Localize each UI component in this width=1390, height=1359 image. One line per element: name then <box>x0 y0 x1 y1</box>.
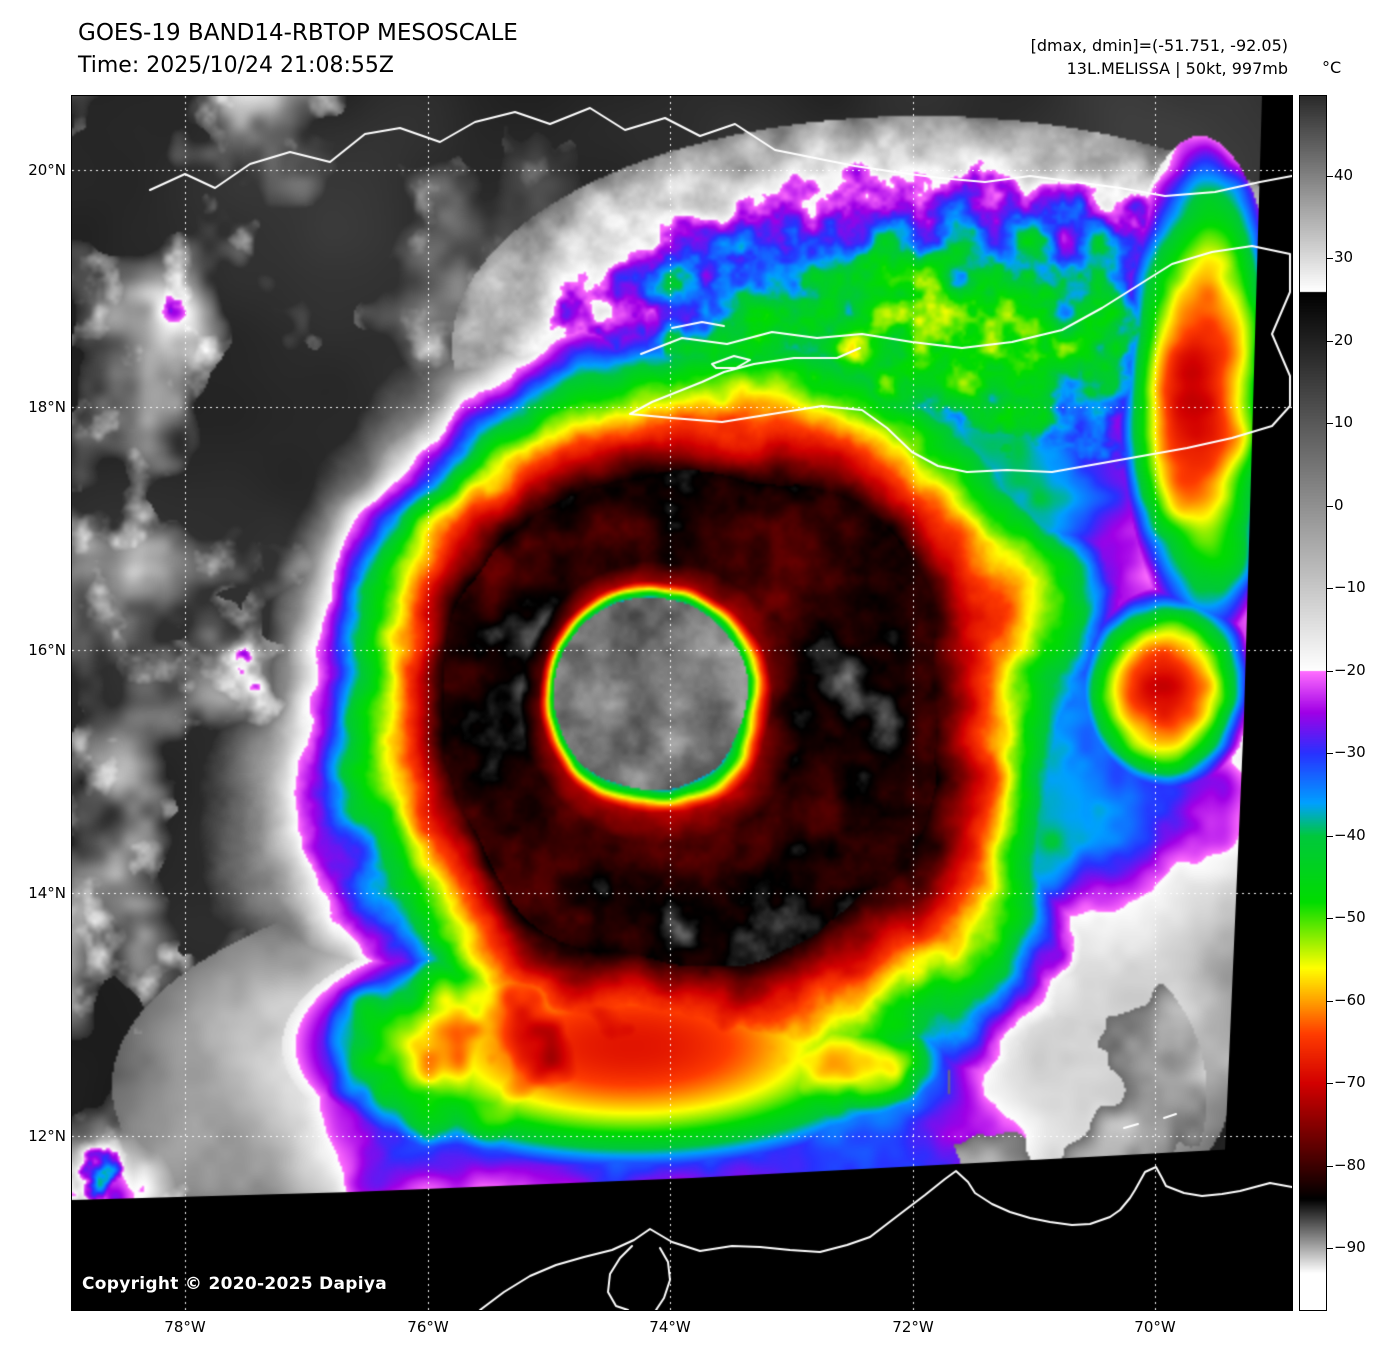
colorbar-tick-label: −30 <box>1334 743 1366 761</box>
storm-info: 13L.MELISSA | 50kt, 997mb <box>1066 59 1288 78</box>
colorbar-tick-label: −50 <box>1334 908 1366 926</box>
colorbar-tick-mark <box>1327 588 1333 589</box>
lon-label: 70°W <box>1134 1318 1176 1336</box>
colorbar-tick-mark <box>1327 1248 1333 1249</box>
colorbar-tick-label: −70 <box>1334 1073 1366 1091</box>
lon-label: 74°W <box>649 1318 691 1336</box>
colorbar-tick-mark <box>1327 1001 1333 1002</box>
colorbar-tick-mark <box>1327 671 1333 672</box>
colorbar-tick-mark <box>1327 1166 1333 1167</box>
lon-label: 78°W <box>164 1318 206 1336</box>
colorbar-tick-label: 20 <box>1334 331 1354 349</box>
lat-label: 12°N <box>28 1127 66 1145</box>
colorbar-tick-label: −20 <box>1334 661 1366 679</box>
colorbar-tick-mark <box>1327 176 1333 177</box>
colorbar-tick-label: −40 <box>1334 826 1366 844</box>
colorbar-tick-label: 10 <box>1334 413 1354 431</box>
colorbar-canvas <box>1299 95 1327 1311</box>
colorbar-tick-mark <box>1327 836 1333 837</box>
colorbar-tick-mark <box>1327 918 1333 919</box>
lat-label: 20°N <box>28 161 66 179</box>
lon-label: 72°W <box>892 1318 934 1336</box>
colorbar-tick-label: −10 <box>1334 578 1366 596</box>
colorbar-tick-mark <box>1327 1083 1333 1084</box>
colorbar-tick-label: −90 <box>1334 1238 1366 1256</box>
colorbar-unit-label: °C <box>1322 58 1342 77</box>
header-right: [dmax, dmin]=(-51.751, -92.05) 13L.MELIS… <box>0 34 1288 80</box>
colorbar-tick-label: 0 <box>1334 496 1344 514</box>
colorbar-tick-label: 40 <box>1334 166 1354 184</box>
page-title: GOES-19 BAND14-RBTOP MESOSCALE <box>78 20 518 46</box>
colorbar-tick-mark <box>1327 753 1333 754</box>
lon-label: 76°W <box>407 1318 449 1336</box>
lat-label: 16°N <box>28 641 66 659</box>
lat-label: 14°N <box>28 884 66 902</box>
timestamp: Time: 2025/10/24 21:08:55Z <box>78 53 394 78</box>
colorbar-tick-mark <box>1327 341 1333 342</box>
colorbar-tick-mark <box>1327 258 1333 259</box>
colorbar-tick-mark <box>1327 423 1333 424</box>
satellite-image-canvas <box>71 95 1293 1311</box>
dmax-dmin-readout: [dmax, dmin]=(-51.751, -92.05) <box>1030 36 1288 55</box>
colorbar-tick-label: −80 <box>1334 1156 1366 1174</box>
lat-label: 18°N <box>28 398 66 416</box>
colorbar-tick-label: 30 <box>1334 248 1354 266</box>
colorbar-tick-mark <box>1327 506 1333 507</box>
copyright: Copyright © 2020-2025 Dapiya <box>82 1274 387 1294</box>
colorbar-tick-label: −60 <box>1334 991 1366 1009</box>
